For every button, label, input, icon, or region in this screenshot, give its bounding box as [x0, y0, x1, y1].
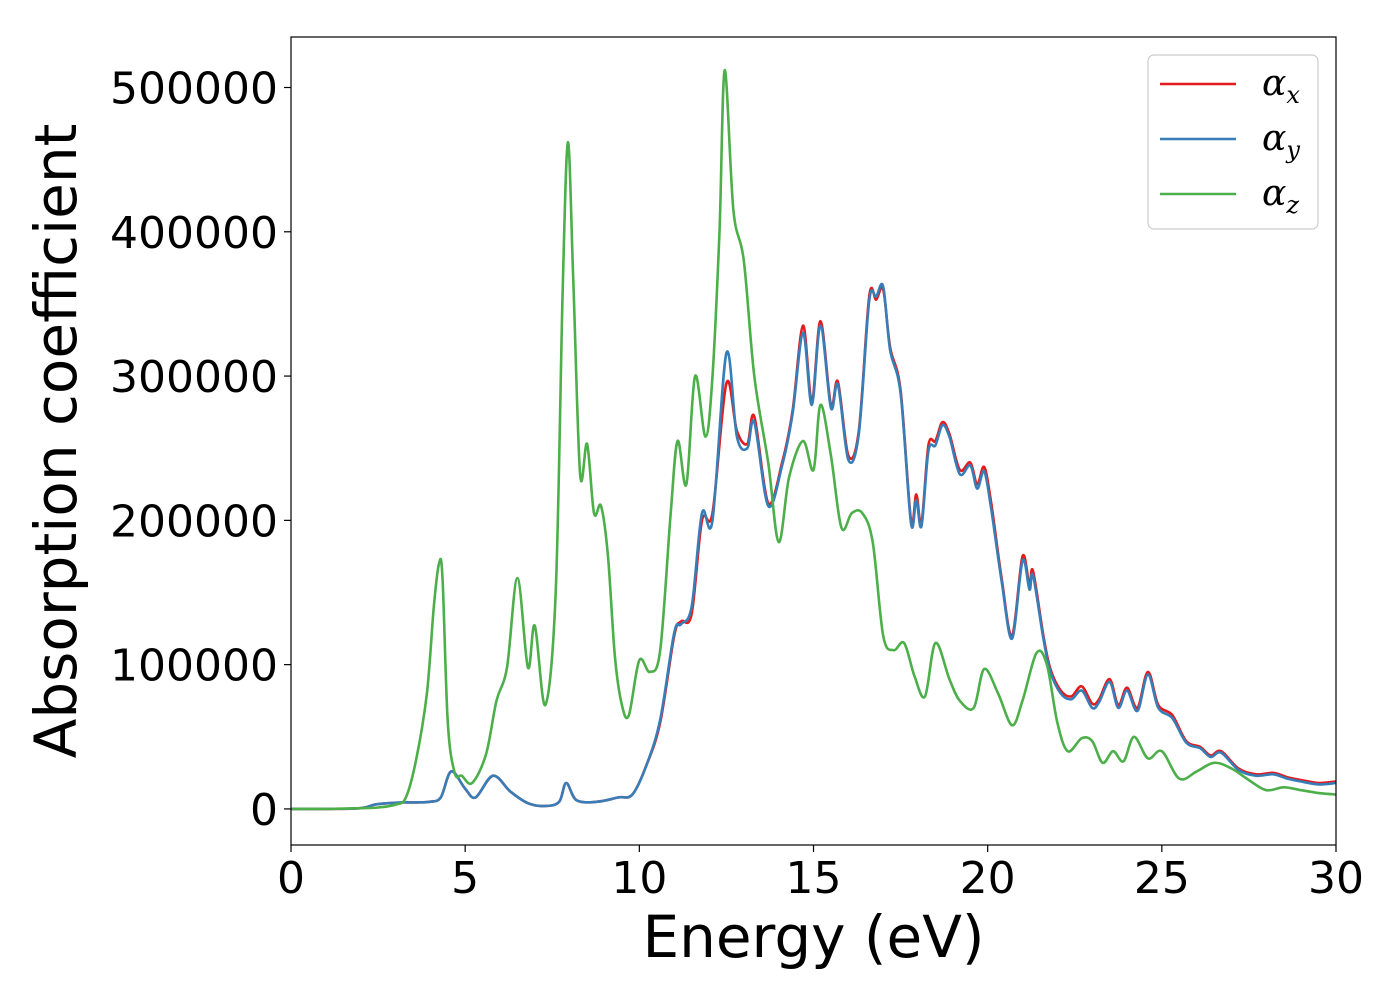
y-tick-label: 0 [250, 785, 278, 836]
y-axis-ticks: 0 100000 200000 300000 400000 500000 [110, 64, 291, 836]
legend-label-y: αy [1262, 118, 1300, 164]
x-tick-label: 10 [611, 853, 667, 904]
y-tick-label: 400000 [110, 208, 278, 259]
x-axis-ticks: 0 5 10 15 20 25 30 [277, 845, 1364, 904]
legend-label-x: αx [1262, 63, 1300, 109]
y-tick-label: 100000 [110, 641, 278, 692]
x-tick-label: 15 [786, 853, 842, 904]
legend-box [1147, 54, 1319, 230]
x-axis-title: Energy (eV) [642, 903, 984, 971]
x-tick-label: 20 [960, 853, 1016, 904]
y-axis-title: Absorption coefficient [22, 124, 90, 759]
x-tick-label: 30 [1308, 853, 1364, 904]
x-tick-label: 5 [451, 853, 479, 904]
y-tick-label: 500000 [110, 64, 278, 115]
y-tick-label: 200000 [110, 496, 278, 547]
series-line-z [290, 68, 1337, 811]
series-line-y [290, 282, 1337, 811]
y-tick-label: 300000 [110, 352, 278, 403]
x-tick-label: 0 [277, 853, 305, 904]
x-tick-label: 25 [1134, 853, 1190, 904]
series-layer [290, 68, 1337, 811]
legend-label-z: αz [1262, 173, 1299, 219]
legend: αx αy αz [1147, 54, 1319, 230]
